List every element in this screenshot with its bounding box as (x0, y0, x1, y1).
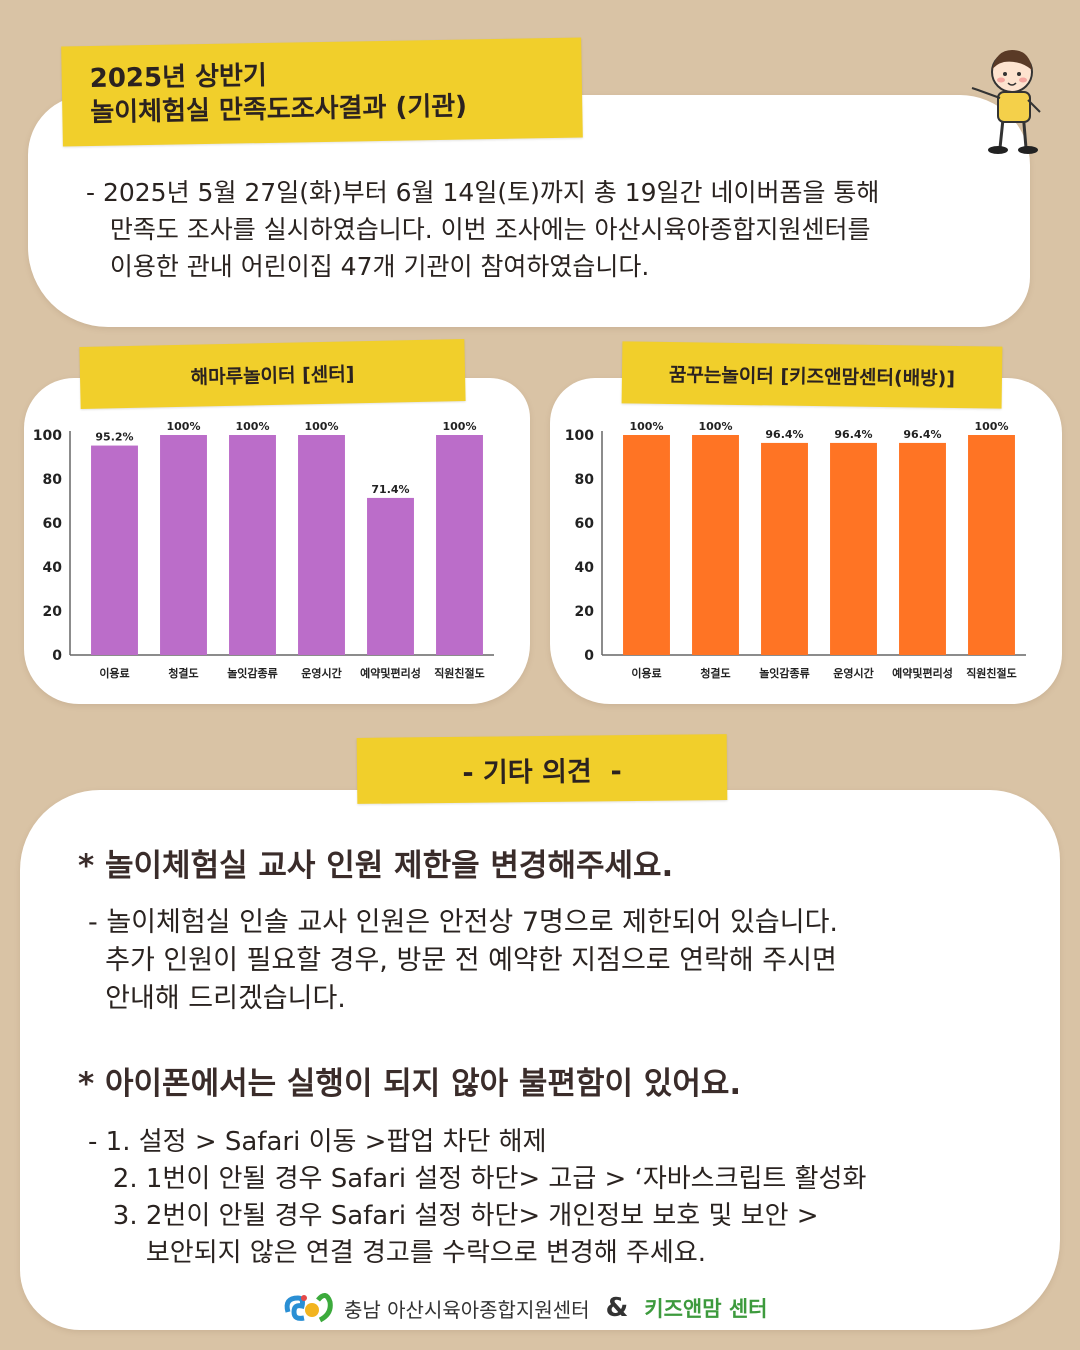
y-tick-label: 80 (43, 472, 63, 488)
bar (298, 435, 345, 655)
bar (623, 435, 670, 655)
bar-value-label: 100% (699, 420, 733, 433)
bar (436, 435, 483, 655)
bar-value-label: 100% (443, 420, 477, 433)
x-category-label: 이용료 (99, 666, 129, 680)
title-line1: 2025년 상반기 (89, 60, 268, 95)
opinion-2-body: - 1. 설정 > Safari 이동 >팝업 차단 해제 2. 1번이 안될 … (88, 1127, 867, 1268)
bar (692, 435, 739, 655)
bar-value-label: 100% (975, 420, 1009, 433)
opinions-heading-tape: - 기타 의견 - (356, 734, 728, 804)
y-tick-label: 0 (52, 648, 62, 664)
bar-value-label: 96.4% (903, 428, 941, 441)
chart-title-right-text: 꿈꾸는놀이터 [키즈앤맘센터(배방)] (668, 363, 956, 390)
x-category-label: 직원친절도 (966, 666, 1017, 680)
bar-chart-haemaru: 100 80 60 40 20 0 95.2% 이용료 100% 청결도 100% 놀잇감종류 100%… (33, 420, 494, 680)
chart-title-right: 꿈꾸는놀이터 [키즈앤맘센터(배방)] (621, 341, 1003, 409)
footer-amp: & (605, 1293, 629, 1323)
bar-value-label: 100% (305, 420, 339, 433)
bar-value-label: 96.4% (834, 428, 872, 441)
opinions-card (20, 790, 1060, 1330)
kid-character-illustration (971, 50, 1041, 154)
x-category-label: 예약및편리성 (892, 666, 953, 680)
opinion-1-title: * 놀이체험실 교사 인원 제한을 변경해주세요. (78, 848, 674, 884)
bar (229, 435, 276, 655)
bar-value-label: 100% (630, 420, 664, 433)
bar (830, 442, 877, 655)
bar (367, 497, 414, 655)
bar-value-label: 100% (236, 420, 270, 433)
x-category-label: 놀잇감종류 (759, 666, 810, 680)
x-category-label: 직원친절도 (434, 666, 485, 680)
bar-chart-kkumkkuneun: 100 80 60 40 20 0 100% 이용료 100% 청결도 96.4% 놀잇감종류 96.4… (565, 420, 1026, 680)
chart-title-left-text: 해마루놀이터 [센터] (190, 362, 355, 389)
opinions-heading: - 기타 의견 - (462, 755, 622, 789)
y-tick-label: 60 (43, 516, 63, 532)
bar (968, 435, 1015, 655)
footer-kids-mom: 키즈앤맘 센터 (644, 1297, 768, 1321)
intro-line-1: - 2025년 5월 27일(화)부터 6월 14일(토)까지 총 19일간 네… (86, 178, 880, 207)
x-category-label: 놀잇감종류 (227, 666, 278, 680)
y-tick-label: 20 (575, 604, 595, 620)
x-category-label: 예약및편리성 (360, 666, 421, 680)
bar-value-label: 100% (167, 420, 201, 433)
bar-value-label: 71.4% (371, 483, 409, 496)
bar-value-label: 95.2% (95, 431, 133, 444)
bar-value-label: 96.4% (765, 428, 803, 441)
title-banner: 2025년 상반기 놀이체험실 만족도조사결과 (기관) (61, 37, 583, 147)
x-category-label: 이용료 (631, 666, 661, 680)
x-category-label: 청결도 (168, 666, 198, 680)
footer-org: 충남 아산시육아종합지원센터 (344, 1297, 590, 1322)
bar (761, 442, 808, 655)
title-line2: 놀이체험실 만족도조사결과 (기관) (90, 91, 468, 129)
y-tick-label: 20 (43, 604, 63, 620)
x-category-label: 운영시간 (833, 666, 873, 680)
intro-text: - 2025년 5월 27일(화)부터 6월 14일(토)까지 총 19일간 네… (86, 174, 879, 285)
y-tick-label: 40 (43, 560, 63, 576)
y-tick-label: 60 (575, 516, 595, 532)
y-tick-label: 100 (33, 428, 62, 444)
bar (91, 445, 138, 655)
center-logo-icon (284, 1293, 333, 1323)
opinion-1-body: - 놀이체험실 인솔 교사 인원은 안전상 7명으로 제한되어 있습니다. 추가… (88, 907, 839, 1014)
y-tick-label: 80 (575, 472, 595, 488)
y-tick-label: 100 (565, 428, 594, 444)
intro-line-3: 이용한 관내 어린이집 47개 기관이 참여하였습니다. (86, 252, 650, 281)
intro-line-2: 만족도 조사를 실시하였습니다. 이번 조사에는 아산시육아종합지원센터를 (86, 215, 871, 244)
x-category-label: 청결도 (700, 666, 730, 680)
bar (899, 442, 946, 655)
bar (160, 435, 207, 655)
y-tick-label: 0 (584, 648, 594, 664)
opinion-2-title: * 아이폰에서는 실행이 되지 않아 불편함이 있어요. (78, 1066, 742, 1102)
chart-title-left: 해마루놀이터 [센터] (79, 338, 466, 410)
y-tick-label: 40 (575, 560, 595, 576)
x-category-label: 운영시간 (301, 666, 341, 680)
footer: 충남 아산시육아종합지원센터 & 키즈앤맘 센터 (282, 1290, 767, 1326)
